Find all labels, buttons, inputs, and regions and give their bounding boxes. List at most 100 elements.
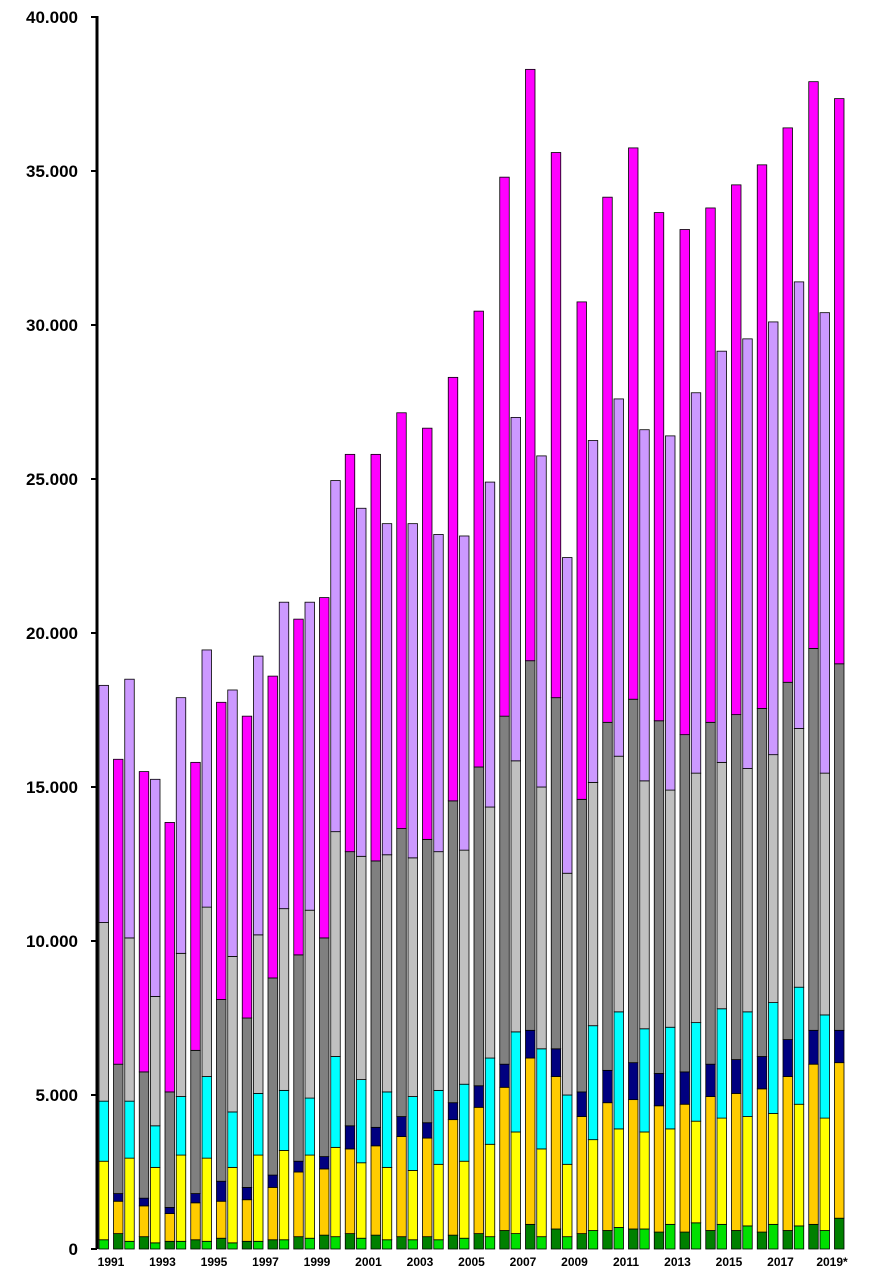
bar-segment-a-2014-s2 xyxy=(690,1120,702,1224)
y-tick-label: 25.000 xyxy=(26,470,78,489)
bar-segment-a-2009-s5 xyxy=(562,557,573,874)
bar-segment-b-2000-s2 xyxy=(344,1148,356,1235)
bar-segment-b-2006-s5 xyxy=(499,176,510,717)
bar-segment-b-2004-s1 xyxy=(447,1234,459,1250)
bar-segment-b-2013-s3 xyxy=(679,1071,690,1105)
bar-segment-b-2013-s2 xyxy=(679,1103,690,1233)
bar-segment-b-2008-s1 xyxy=(550,1228,562,1250)
y-tick-label: 20.000 xyxy=(26,624,78,643)
bar-segment-a-2004-s4 xyxy=(433,851,444,1091)
bar-segment-b-2012-s5 xyxy=(653,212,665,722)
bar-segment-b-2013-s5 xyxy=(679,229,690,736)
bar-segment-a-1997-s4 xyxy=(253,934,264,1094)
bar-segment-a-1997-s2 xyxy=(253,1154,264,1242)
bar-segment-b-2004-s5 xyxy=(447,376,459,802)
bar-segment-a-1999-s1 xyxy=(304,1237,315,1250)
bar-segment-b-1992-s5 xyxy=(138,771,150,1073)
x-tick-label: 1991 xyxy=(98,1255,125,1269)
bar-segment-b-2019*-s2 xyxy=(834,1062,845,1219)
bar-segment-b-2007-s2 xyxy=(525,1057,536,1225)
bar-segment-b-1991-s1 xyxy=(113,1233,124,1250)
bar-segment-b-1991-s4 xyxy=(113,1063,124,1194)
bar-segment-a-2015-s4 xyxy=(716,761,727,1010)
bar-segment-a-2006-s2 xyxy=(484,1143,496,1238)
bar-segment-a-2017-s4 xyxy=(768,754,779,1003)
bar-segment-b-2012-s3 xyxy=(653,1073,665,1107)
bar-segment-b-1996-s1 xyxy=(241,1240,253,1250)
bar-segment-b-2015-s5 xyxy=(731,184,742,716)
bar-segment-a-1991-s4 xyxy=(98,922,109,1102)
bar-segment-a-1995-s4 xyxy=(201,906,212,1077)
bar-segment-b-1998-s1 xyxy=(293,1236,304,1250)
bar-segment-a-1994-s2 xyxy=(175,1154,187,1242)
bar-segment-b-2011-s1 xyxy=(628,1228,639,1250)
bar-segment-b-2017-s4 xyxy=(782,681,793,1040)
bar-segment-b-2012-s2 xyxy=(653,1105,665,1233)
y-tick-label: 35.000 xyxy=(26,162,78,181)
bar-segment-b-1994-s1 xyxy=(190,1239,201,1250)
bar-segment-a-2011-s4 xyxy=(613,755,624,1013)
bar-segment-b-2011-s3 xyxy=(628,1062,639,1101)
bar-segment-b-2003-s3 xyxy=(422,1122,433,1139)
bar-segment-a-2003-s3 xyxy=(407,1096,418,1171)
bar-segment-b-2011-s5 xyxy=(628,147,639,700)
bar-segment-b-2017-s3 xyxy=(782,1039,793,1077)
bar-segment-a-2017-s1 xyxy=(768,1223,779,1250)
bar-segment-b-2014-s2 xyxy=(705,1096,716,1231)
y-tick-label: 5.000 xyxy=(35,1086,78,1105)
bar-segment-b-1999-s1 xyxy=(319,1234,330,1250)
bar-segment-a-1991-s1 xyxy=(98,1239,109,1250)
bar-segment-a-1997-s3 xyxy=(253,1093,264,1156)
bar-segment-b-2003-s1 xyxy=(422,1236,433,1250)
bar-segment-a-1992-s1 xyxy=(124,1240,135,1250)
bar-segment-b-2008-s5 xyxy=(550,152,562,699)
bar-segment-a-2018-s1 xyxy=(793,1225,805,1250)
y-axis-ticks: 0 5.000 10.000 15.000 20.000 25.000 30.000 35.0… xyxy=(26,8,97,1259)
bar-segment-a-2013-s3 xyxy=(665,1026,676,1130)
bar-segment-b-2002-s2 xyxy=(396,1136,407,1238)
bar-segment-b-1991-s3 xyxy=(113,1193,124,1202)
x-tick-label: 2003 xyxy=(407,1255,434,1269)
bar-segment-a-2006-s3 xyxy=(484,1057,496,1145)
bar-segment-a-2011-s3 xyxy=(613,1011,624,1130)
bar-segment-b-2018-s5 xyxy=(808,81,819,649)
bar-segment-b-2000-s1 xyxy=(344,1233,356,1250)
bar-segment-a-1998-s3 xyxy=(278,1089,290,1151)
bar-segment-a-1998-s2 xyxy=(278,1150,290,1241)
y-tick-label: 0 xyxy=(69,1240,78,1259)
bar-segment-a-1999-s2 xyxy=(304,1154,315,1239)
bar-segment-a-2005-s3 xyxy=(459,1083,470,1162)
bar-segment-a-2007-s3 xyxy=(510,1031,521,1133)
bar-segment-a-2018-s5 xyxy=(793,281,805,729)
bar-segment-b-2015-s2 xyxy=(731,1093,742,1231)
bar-segment-a-1994-s1 xyxy=(175,1240,187,1250)
bar-segment-a-2003-s4 xyxy=(407,857,418,1097)
bar-segment-a-2019*-s2 xyxy=(819,1117,830,1231)
bar-segment-b-1997-s4 xyxy=(267,977,278,1176)
bar-segment-a-2013-s2 xyxy=(665,1128,676,1225)
bar-segment-b-1996-s3 xyxy=(241,1187,253,1201)
bar-segment-b-1999-s3 xyxy=(319,1156,330,1170)
bar-segment-b-1997-s2 xyxy=(267,1187,278,1241)
bar-segment-a-1998-s1 xyxy=(278,1239,290,1250)
x-tick-label: 1997 xyxy=(252,1255,279,1269)
bar-segment-a-2011-s1 xyxy=(613,1227,624,1250)
bar-segment-a-2009-s1 xyxy=(562,1236,573,1250)
bar-segment-a-1996-s5 xyxy=(227,689,238,957)
bar-segment-b-2019*-s1 xyxy=(834,1217,845,1250)
bar-segment-b-2006-s3 xyxy=(499,1063,510,1088)
bar-segment-b-2008-s3 xyxy=(550,1048,562,1077)
bar-segment-b-2002-s5 xyxy=(396,412,407,829)
bar-segment-a-2009-s2 xyxy=(562,1163,573,1238)
bar-segment-b-1998-s3 xyxy=(293,1160,304,1173)
bar-segment-a-2007-s5 xyxy=(510,416,521,762)
bar-segment-a-2015-s5 xyxy=(716,350,727,763)
bar-segment-b-1993-s5 xyxy=(164,822,175,1093)
bar-segment-b-1997-s3 xyxy=(267,1174,278,1188)
bar-segment-b-2005-s4 xyxy=(473,766,484,1087)
bar-segment-b-2006-s1 xyxy=(499,1230,510,1250)
bar-segment-a-1999-s3 xyxy=(304,1097,315,1156)
bar-segment-b-1999-s4 xyxy=(319,937,330,1157)
bar-segment-a-2010-s5 xyxy=(587,440,599,783)
bar-segment-a-2016-s3 xyxy=(742,1011,753,1117)
